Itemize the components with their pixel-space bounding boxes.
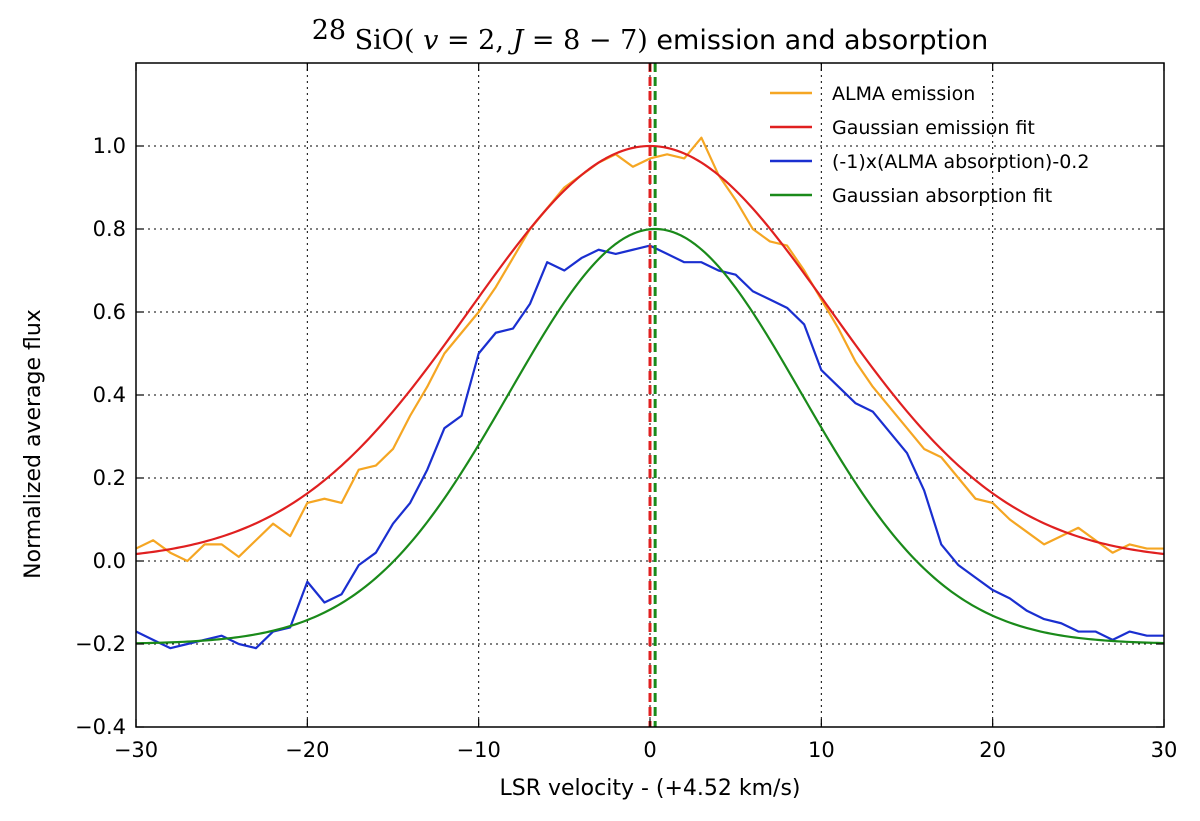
plot-area: [136, 63, 1164, 727]
legend-label-gaussian-emission-fit: Gaussian emission fit: [832, 117, 1035, 139]
chart-title: 28 SiO( v = 2, J = 8 − 7) emission and a…: [312, 15, 989, 56]
x-tick-label-0: −30: [114, 738, 158, 762]
title-v-value: = 2,: [447, 25, 513, 56]
x-tick-label-3: 0: [643, 738, 656, 762]
x-tick-label-5: 20: [979, 738, 1006, 762]
y-tick-label-1: −0.2: [75, 632, 126, 656]
series-line-gaussian-absorption-fit: [136, 227, 1164, 645]
title-isotope-superscript: 28: [312, 15, 346, 46]
y-tick-label-3: 0.2: [93, 466, 126, 490]
y-axis-label: Normalized average flux: [21, 309, 46, 579]
title-rest: emission and absorption: [656, 25, 988, 56]
series-line-gaussian-emission-fit: [136, 144, 1164, 556]
x-tick-label-6: 30: [1151, 738, 1178, 762]
y-tick-label-6: 0.8: [93, 217, 126, 241]
title-j-value: = 8 − 7): [532, 25, 648, 56]
x-tick-label-1: −20: [285, 738, 329, 762]
legend-label-gaussian-absorption-fit: Gaussian absorption fit: [832, 185, 1052, 207]
title-j-symbol: J: [508, 25, 526, 56]
y-tick-label-2: 0.0: [93, 549, 126, 573]
title-molecule: SiO(: [355, 25, 415, 56]
x-tick-label-2: −10: [457, 738, 501, 762]
y-tick-label-4: 0.4: [93, 383, 126, 407]
series-line-alma-emission: [136, 136, 1164, 563]
y-tick-label-7: 1.0: [93, 134, 126, 158]
y-tick-label-0: −0.4: [75, 715, 126, 739]
title-v-symbol: v: [423, 25, 438, 56]
axes: −30 −20 −10 0 10 20 30 −0.4 −0.2 0.0 0.2 0.4 0.6 0.8 1…: [75, 62, 1178, 762]
legend-label-1-x-alma-absorption-0-2: (-1)x(ALMA absorption)-0.2: [832, 151, 1089, 173]
y-tick-label-5: 0.6: [93, 300, 126, 324]
legend-label-alma-emission: ALMA emission: [832, 83, 975, 105]
legend: ALMA emission Gaussian emission fit (-1)x(…: [770, 83, 1089, 207]
x-tick-label-4: 10: [808, 738, 835, 762]
x-axis-label: LSR velocity - (+4.52 km/s): [499, 776, 800, 801]
